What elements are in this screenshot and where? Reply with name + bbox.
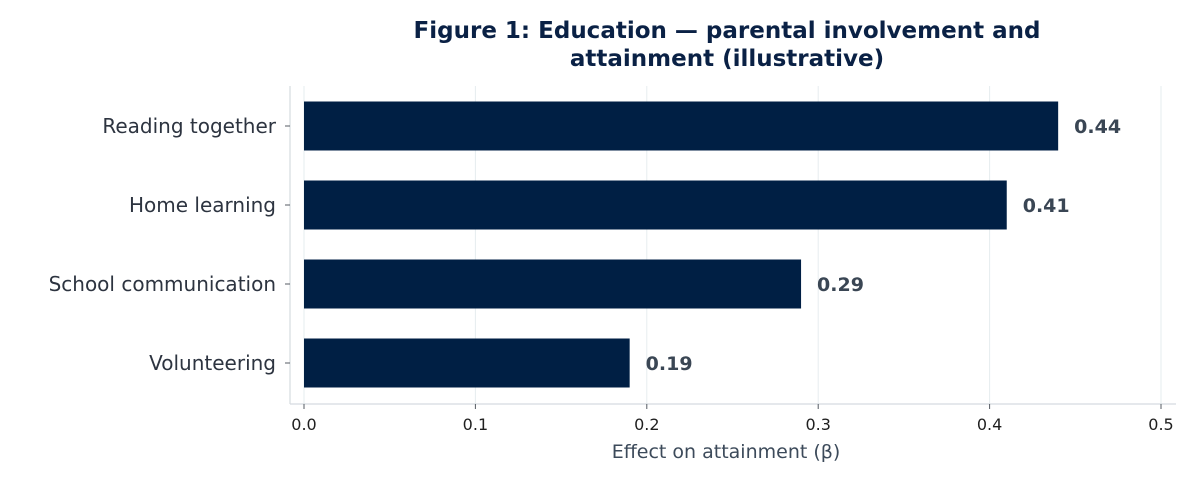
bars	[304, 101, 1059, 388]
bar-0	[304, 101, 1059, 151]
x-tick-label: 0.3	[805, 415, 830, 434]
category-label: Home learning	[129, 193, 276, 217]
value-label: 0.41	[1023, 195, 1070, 217]
value-label: 0.44	[1074, 116, 1121, 138]
x-tick-label: 0.5	[1148, 415, 1173, 434]
bar-2	[304, 259, 802, 309]
x-tick-label: 0.4	[977, 415, 1002, 434]
category-label: Volunteering	[149, 351, 276, 375]
chart-title-line-2: attainment (illustrative)	[570, 46, 884, 72]
x-tick-label: 0.0	[291, 415, 316, 434]
axes	[285, 86, 1176, 409]
x-tick-label: 0.1	[463, 415, 488, 434]
chart-title: Figure 1: Education — parental involveme…	[414, 18, 1041, 72]
labels: 0.0 0.1 0.2 0.3 0.4 0.5 Reading together 0.44 Ho…	[49, 114, 1174, 434]
value-label: 0.29	[817, 274, 864, 296]
bar-1	[304, 180, 1007, 230]
bar-3	[304, 338, 630, 388]
x-tick-label: 0.2	[634, 415, 659, 434]
x-axis-label: Effect on attainment (β)	[612, 441, 841, 463]
category-label: Reading together	[102, 114, 276, 138]
category-label: School communication	[49, 272, 276, 296]
value-label: 0.19	[646, 353, 693, 375]
chart-title-line-1: Figure 1: Education — parental involveme…	[414, 18, 1041, 44]
